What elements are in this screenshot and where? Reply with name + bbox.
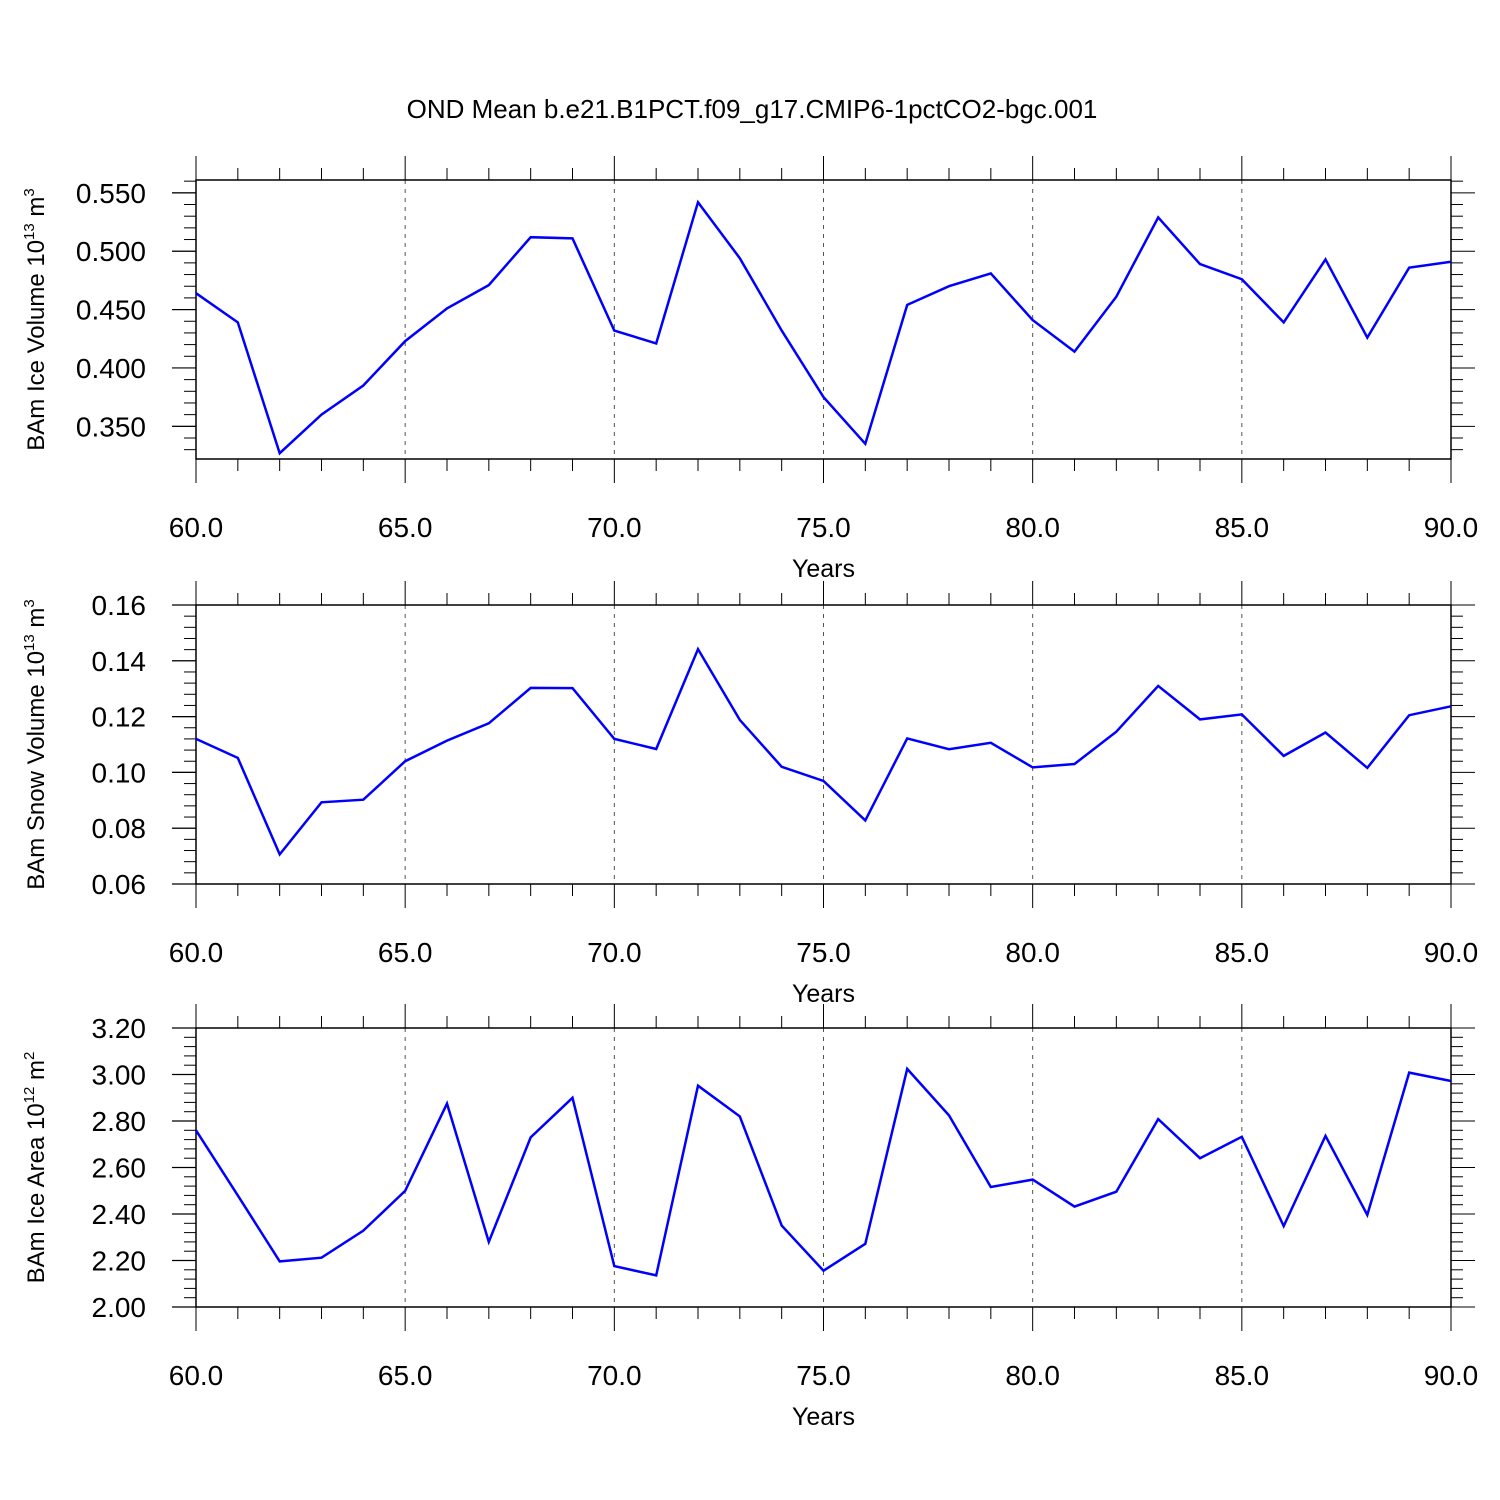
series-line xyxy=(195,199,1452,456)
plot-frame xyxy=(195,1027,1452,1308)
y-tick-label: 0.14 xyxy=(92,646,147,677)
y-tick-label: 0.400 xyxy=(76,353,146,384)
y-tick-label: 0.450 xyxy=(76,295,146,326)
snow-volume-panel: 60.0 65.0 70.0 75.0 80.0 85.0 90.0 0.06 0.08 0.10… xyxy=(21,581,1478,1008)
x-tick-label: 80.0 xyxy=(1005,1360,1060,1391)
y-tick-label: 2.20 xyxy=(92,1246,147,1277)
x-tick-label: 85.0 xyxy=(1215,937,1270,968)
x-tick-label: 90.0 xyxy=(1424,1360,1479,1391)
x-tick-label: 65.0 xyxy=(378,512,433,543)
series-line xyxy=(195,646,1452,857)
x-tick-label: 75.0 xyxy=(796,512,851,543)
x-tick-label: 60.0 xyxy=(169,512,224,543)
x-tick-label: 60.0 xyxy=(169,1360,224,1391)
x-tick-label: 90.0 xyxy=(1424,512,1479,543)
plot-frame xyxy=(195,179,1452,460)
y-tick-label: 3.20 xyxy=(92,1013,147,1044)
y-tick-label: 3.00 xyxy=(92,1060,147,1091)
x-tick-label: 70.0 xyxy=(587,937,642,968)
y-tick-label: 0.06 xyxy=(92,869,147,900)
x-axis-label: Years xyxy=(792,980,855,1008)
x-tick-label: 65.0 xyxy=(378,1360,433,1391)
y-tick-label: 2.00 xyxy=(92,1292,147,1323)
x-tick-label: 80.0 xyxy=(1005,937,1060,968)
chart-title: OND Mean b.e21.B1PCT.f09_g17.CMIP6-1pctC… xyxy=(407,94,1098,124)
x-tick-label: 70.0 xyxy=(587,512,642,543)
ice-area-panel: 60.0 65.0 70.0 75.0 80.0 85.0 90.0 2.00 2.20 2.40… xyxy=(21,1004,1478,1431)
x-tick-label: 80.0 xyxy=(1005,512,1060,543)
x-tick-label: 90.0 xyxy=(1424,937,1479,968)
y-axis-label: BAm Ice Volume 1013 m3 xyxy=(21,188,50,450)
x-tick-label: 60.0 xyxy=(169,937,224,968)
plot-frame xyxy=(195,604,1452,885)
y-tick-label: 0.350 xyxy=(76,411,146,442)
series-line xyxy=(194,1066,1452,1277)
y-axis-label: BAm Ice Area 1012 m2 xyxy=(21,1052,50,1284)
x-axis-label: Years xyxy=(792,1403,855,1431)
y-tick-label: 2.80 xyxy=(92,1106,147,1137)
y-tick-label: 2.40 xyxy=(92,1199,147,1230)
x-axis-label: Years xyxy=(792,555,855,583)
y-tick-label: 0.12 xyxy=(92,702,147,733)
x-tick-label: 65.0 xyxy=(378,937,433,968)
y-tick-label: 0.16 xyxy=(92,590,147,621)
y-tick-label: 0.08 xyxy=(92,813,147,844)
y-axis-label: BAm Snow Volume 1013 m3 xyxy=(21,599,50,890)
y-tick-label: 2.60 xyxy=(92,1153,147,1184)
ice-volume-panel: 60.0 65.0 70.0 75.0 80.0 85.0 90.0 0.350 0.400 0.… xyxy=(21,156,1478,583)
x-tick-label: 85.0 xyxy=(1215,512,1270,543)
y-tick-label: 0.500 xyxy=(76,236,146,267)
x-tick-label: 85.0 xyxy=(1215,1360,1270,1391)
x-tick-label: 75.0 xyxy=(796,1360,851,1391)
x-tick-label: 75.0 xyxy=(796,937,851,968)
y-tick-label: 0.550 xyxy=(76,178,146,209)
y-tick-label: 0.10 xyxy=(92,757,147,788)
x-tick-label: 70.0 xyxy=(587,1360,642,1391)
